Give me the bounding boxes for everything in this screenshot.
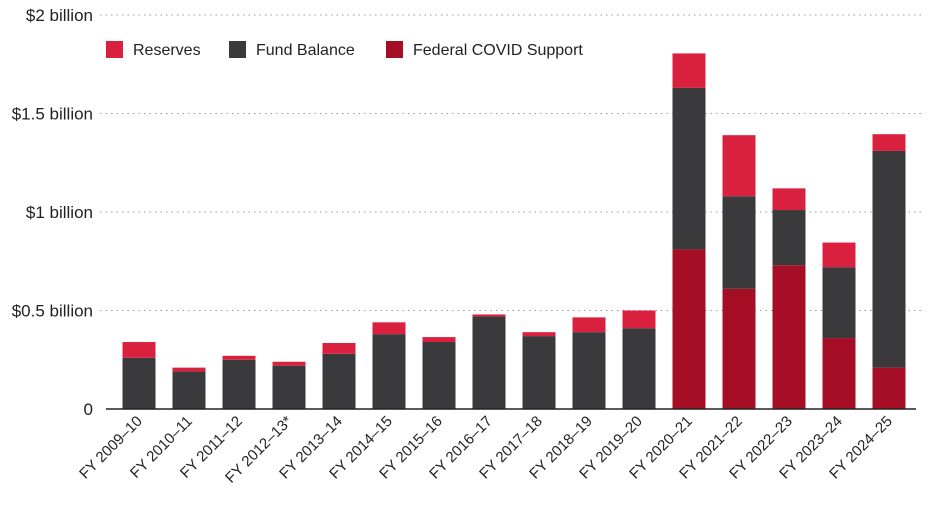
y-axis-ticks: 0 $0.5 billion $1 billion $1.5 billion $2 bi… [12, 6, 93, 419]
legend-swatch [386, 41, 403, 58]
bar-segment-fund-balance [672, 87, 706, 250]
bar-segment-reserves [522, 332, 556, 337]
bar-segment-federal-covid-support [772, 265, 806, 409]
bar-segment-fund-balance [622, 328, 656, 409]
legend-item: Fund Balance [229, 41, 355, 59]
bar-segment-reserves [572, 317, 606, 333]
bar-segment-reserves [672, 53, 706, 88]
bar-segment-fund-balance [822, 267, 856, 339]
bar-segment-fund-balance [522, 336, 556, 409]
bar-segment-reserves [472, 314, 506, 317]
legend-item: Federal COVID Support [386, 41, 583, 59]
bar-segment-reserves [722, 135, 756, 197]
bar-segment-reserves [372, 322, 406, 335]
bar-segment-fund-balance [122, 357, 156, 409]
bar-segment-fund-balance [272, 365, 306, 409]
bar-segment-reserves [122, 342, 156, 358]
y-tick-label: $2 billion [26, 6, 93, 25]
bar-segment-reserves [322, 343, 356, 354]
legend-label: Federal COVID Support [413, 42, 583, 59]
bar-segment-fund-balance [572, 332, 606, 409]
bar-segment-fund-balance [722, 196, 756, 289]
bar-segment-federal-covid-support [672, 249, 706, 409]
legend-item: Reserves [106, 41, 201, 59]
bar-segment-fund-balance [872, 150, 906, 368]
bar-segment-fund-balance [422, 342, 456, 409]
bar-segment-federal-covid-support [872, 367, 906, 409]
bar-segment-fund-balance [222, 359, 256, 409]
legend: Reserves Fund Balance Federal COVID Suppor… [106, 41, 583, 59]
y-tick-label: $1.5 billion [12, 105, 93, 124]
bars [106, 53, 916, 410]
bar-segment-federal-covid-support [722, 288, 756, 409]
bar-segment-fund-balance [172, 371, 206, 409]
bar-segment-reserves [172, 367, 206, 372]
bar-segment-reserves [872, 134, 906, 151]
y-tick-label: $1 billion [26, 203, 93, 222]
bar-segment-reserves [272, 361, 306, 366]
bar-segment-reserves [772, 188, 806, 211]
bar-segment-reserves [222, 355, 256, 360]
legend-swatch [229, 41, 246, 58]
bar-segment-fund-balance [772, 210, 806, 266]
bar-segment-fund-balance [322, 353, 356, 409]
legend-swatch [106, 41, 123, 58]
y-tick-label: 0 [84, 400, 93, 419]
bar-segment-reserves [622, 310, 656, 329]
bar-segment-fund-balance [472, 316, 506, 409]
bar-segment-reserves [822, 242, 856, 268]
legend-label: Reserves [133, 42, 201, 59]
y-tick-label: $0.5 billion [12, 302, 93, 321]
bar-segment-fund-balance [372, 334, 406, 409]
legend-label: Fund Balance [256, 42, 355, 59]
bar-segment-reserves [422, 337, 456, 343]
bar-segment-federal-covid-support [822, 338, 856, 409]
